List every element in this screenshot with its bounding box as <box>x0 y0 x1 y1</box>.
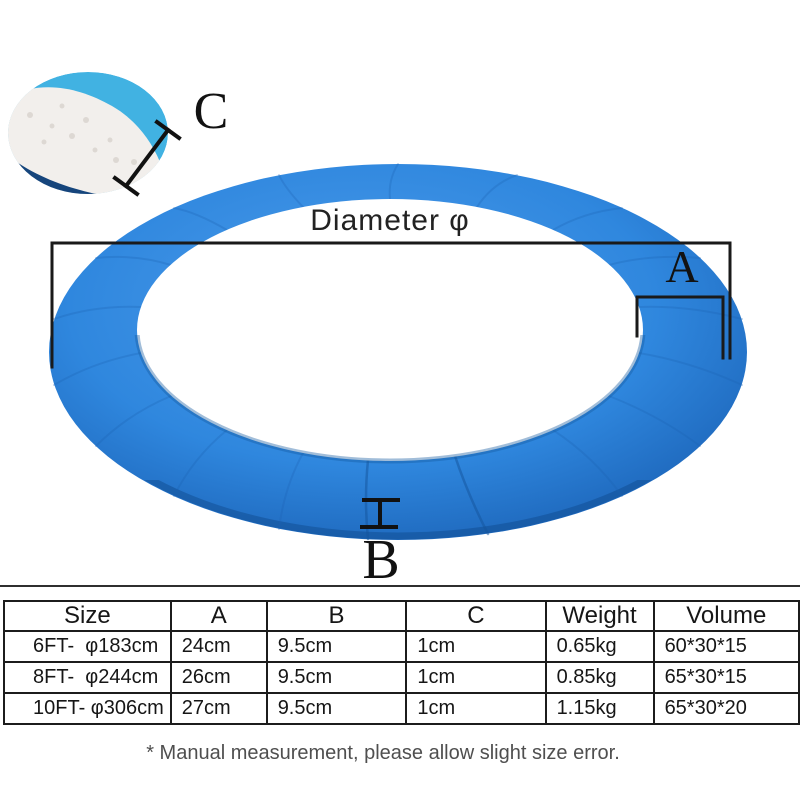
inset-foam-speckle <box>27 103 137 165</box>
pad-ring <box>49 163 747 541</box>
header-weight: Weight <box>544 600 655 632</box>
header-c: C <box>405 600 547 632</box>
table-row: 8FT- φ244cm 26cm 9.5cm 1cm 0.85kg 65*30*… <box>3 661 800 694</box>
cell-c: 1cm <box>405 661 547 694</box>
cell-a: 24cm <box>169 630 268 663</box>
b-measure-line <box>360 498 400 529</box>
table-header-row: Size A B C Weight Volume <box>3 600 800 632</box>
cell-b: 9.5cm <box>265 692 408 725</box>
c-label: C <box>193 83 229 140</box>
c-measure-line <box>112 119 182 197</box>
table-row: 10FT- φ306cm 27cm 9.5cm 1cm 1.15kg 65*30… <box>3 692 800 725</box>
cell-size: 6FT- φ183cm <box>3 630 172 663</box>
header-b: B <box>265 600 408 632</box>
cell-size: 10FT- φ306cm <box>3 692 172 725</box>
header-volume: Volume <box>652 600 800 632</box>
a-label: A <box>665 241 699 292</box>
header-size: Size <box>3 600 172 632</box>
table-row: 6FT- φ183cm 24cm 9.5cm 1cm 0.65kg 60*30*… <box>3 630 800 663</box>
spec-table: Size A B C Weight Volume 6FT- φ183cm 24c… <box>3 600 800 725</box>
header-a: A <box>169 600 268 632</box>
detail-inset <box>8 72 168 194</box>
cell-volume: 65*30*15 <box>652 661 800 694</box>
cell-a: 26cm <box>169 661 268 694</box>
cell-b: 9.5cm <box>265 661 408 694</box>
diameter-line <box>50 241 732 369</box>
cell-weight: 0.65kg <box>544 630 655 663</box>
pad-inner-hole <box>137 199 643 461</box>
b-label: B <box>362 529 400 591</box>
pad-wrinkles <box>53 163 743 530</box>
a-bracket <box>635 295 725 360</box>
cell-a: 27cm <box>169 692 268 725</box>
cell-c: 1cm <box>405 630 547 663</box>
cell-weight: 0.85kg <box>544 661 655 694</box>
diameter-label: Diameter φ <box>310 204 470 237</box>
cell-b: 9.5cm <box>265 630 408 663</box>
footnote: * Manual measurement, please allow sligh… <box>146 742 620 764</box>
cell-volume: 60*30*15 <box>652 630 800 663</box>
cell-weight: 1.15kg <box>544 692 655 725</box>
pad-bottom-edge-shadow <box>144 480 652 540</box>
pad-inner-rim-shadow <box>134 335 646 464</box>
cell-c: 1cm <box>405 692 547 725</box>
cell-volume: 65*30*20 <box>652 692 800 725</box>
cell-size: 8FT- φ244cm <box>3 661 172 694</box>
